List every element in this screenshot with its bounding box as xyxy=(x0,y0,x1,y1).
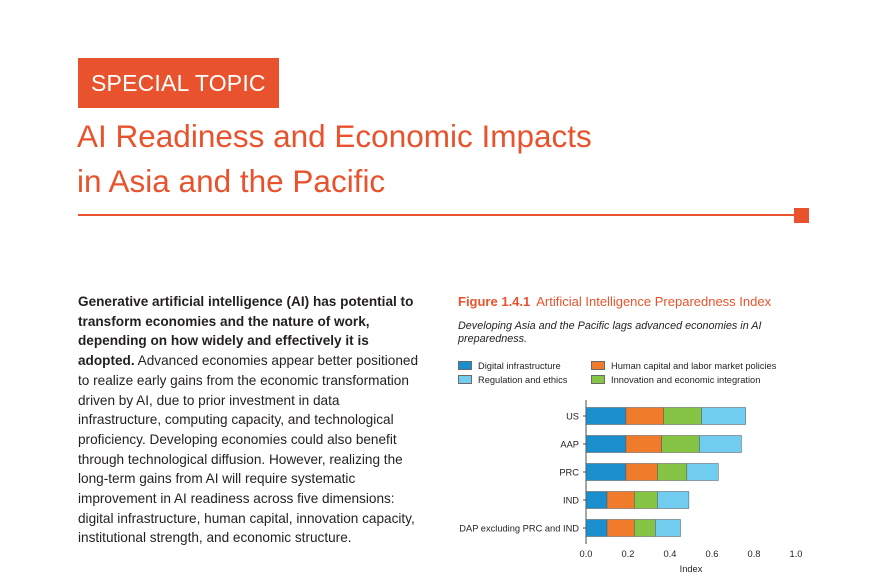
body-text: Advanced economies appear better positio… xyxy=(78,353,419,546)
bar-segment xyxy=(634,519,656,537)
legend-item-innovation: Innovation and economic integration xyxy=(591,374,760,386)
bar-segment xyxy=(634,491,658,509)
category-label: DAP excluding PRC and IND xyxy=(459,524,579,534)
bar-segment xyxy=(585,435,627,453)
x-tick-label: 0.6 xyxy=(706,549,719,559)
figure-number: Figure 1.4.1 xyxy=(458,294,531,309)
legend-swatch xyxy=(458,361,472,370)
x-tick-label: 1.0 xyxy=(790,549,803,559)
bar-segment xyxy=(625,463,658,481)
x-tick-label: 0.4 xyxy=(664,549,677,559)
bar-segment xyxy=(663,407,702,425)
bar-segment xyxy=(657,491,690,509)
legend-label: Digital infrastructure xyxy=(478,361,561,371)
bar-segment xyxy=(585,407,627,425)
bar-segment xyxy=(585,519,608,537)
legend-label: Innovation and economic integration xyxy=(611,375,761,385)
legend-item-regulation-ethics: Regulation and ethics xyxy=(458,374,567,386)
x-tick-label: 0.8 xyxy=(748,549,761,559)
x-tick-label: 0.2 xyxy=(622,549,635,559)
page-title: AI Readiness and Economic Impacts in Asi… xyxy=(77,114,777,204)
figure-subtitle: Developing Asia and the Pacific lags adv… xyxy=(458,320,762,345)
bar-segment xyxy=(585,463,627,481)
category-label: IND xyxy=(563,496,579,506)
legend-label: Regulation and ethics xyxy=(478,375,568,385)
bar-segment xyxy=(585,491,608,509)
x-axis-label: Index xyxy=(680,564,703,574)
category-label: US xyxy=(566,412,579,422)
bar-segment xyxy=(606,491,635,509)
divider-end-marker xyxy=(794,208,809,223)
bar-segment xyxy=(699,435,742,453)
lead-sentence: Generative artificial intelligence (AI) … xyxy=(78,294,414,369)
legend-swatch xyxy=(458,375,472,384)
bar-segment xyxy=(606,519,635,537)
legend-label: Human capital and labor market policies xyxy=(611,361,777,371)
body-paragraph: Generative artificial intelligence (AI) … xyxy=(78,292,423,548)
title-divider xyxy=(78,214,794,216)
figure-title: Figure 1.4.1 Artificial Intelligence Prep… xyxy=(458,294,858,309)
bar-segment xyxy=(655,519,681,537)
category-label: PRC xyxy=(559,468,579,478)
bar-segment xyxy=(686,463,719,481)
figure-title-text: Artificial Intelligence Preparedness Ind… xyxy=(536,294,772,309)
x-tick-label: 0.0 xyxy=(580,549,593,559)
bar-segment xyxy=(657,463,688,481)
bar-segment xyxy=(625,435,662,453)
category-label: AAP xyxy=(560,440,579,450)
special-topic-tag: SPECIAL TOPIC xyxy=(78,58,279,108)
bar-segment xyxy=(661,435,700,453)
legend-swatch xyxy=(591,361,605,370)
title-line-1: AI Readiness and Economic Impacts xyxy=(77,118,592,154)
bar-segment xyxy=(701,407,746,425)
legend-item-human-capital: Human capital and labor market policies xyxy=(591,360,776,372)
title-line-2: in Asia and the Pacific xyxy=(77,163,386,199)
preparedness-bar-chart: US AAP PRC IND DAP excluding PRC and IND 0.0 0… xyxy=(459,400,803,574)
legend-item-digital-infrastructure: Digital infrastructure xyxy=(458,360,561,372)
legend-swatch xyxy=(591,375,605,384)
bar-segment xyxy=(625,407,664,425)
